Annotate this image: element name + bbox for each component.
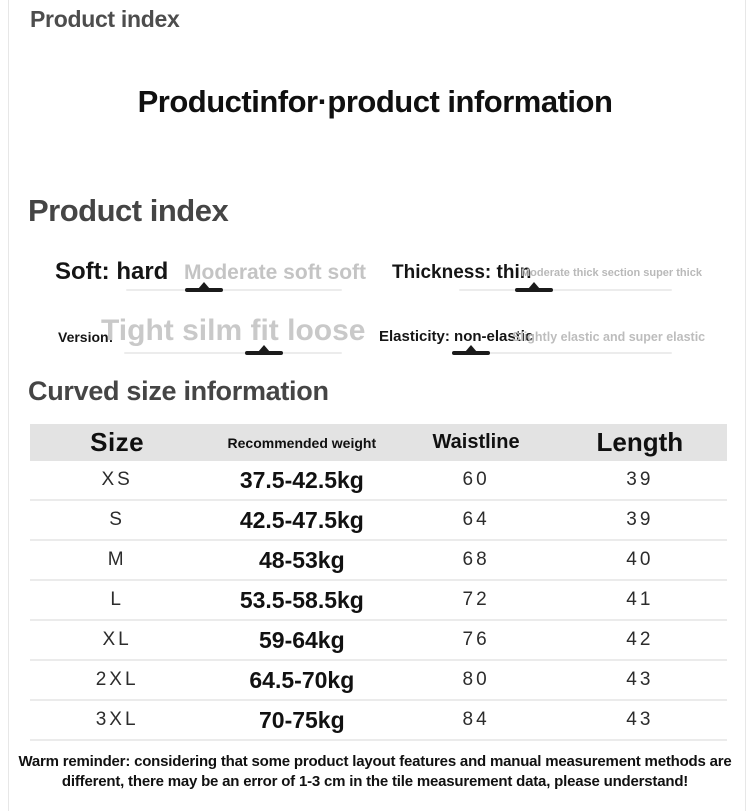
cell-length: 41	[626, 589, 654, 610]
cell-length: 43	[626, 669, 654, 690]
cell-size: XS	[101, 469, 133, 490]
cell-waistline: 68	[462, 549, 490, 570]
triangle-up-icon	[527, 282, 540, 289]
page-right-border	[745, 0, 746, 811]
size-table: Size Recommended weight Waistline Length…	[30, 424, 727, 741]
cell-weight: 42.5-47.5kg	[239, 506, 364, 533]
header-length: Length	[596, 427, 684, 457]
table-row: S 42.5-47.5kg 64 39	[30, 501, 727, 541]
marker-bar	[452, 351, 491, 355]
cell-weight: 37.5-42.5kg	[239, 466, 364, 493]
cell-length: 43	[626, 709, 654, 730]
cell-size: S	[109, 509, 125, 530]
header-waistline: Waistline	[432, 431, 520, 453]
cell-waistline: 60	[462, 469, 490, 490]
table-row: 2XL 64.5-70kg 80 43	[30, 661, 727, 701]
cell-weight: 59-64kg	[258, 626, 345, 653]
softness-slider-track	[126, 282, 342, 292]
version-slider-track	[124, 345, 342, 355]
marker-bar	[184, 288, 223, 292]
cell-waistline: 80	[462, 669, 490, 690]
cell-length: 39	[626, 509, 654, 530]
cell-length: 39	[626, 469, 654, 490]
softness-slider-marker	[184, 282, 223, 292]
cell-weight: 48-53kg	[258, 546, 345, 573]
version-slider-marker	[244, 345, 283, 355]
softness-scale-text: Moderate soft soft	[184, 261, 367, 284]
size-table-header-row: Size Recommended weight Waistline Length	[30, 424, 727, 461]
cell-weight: 53.5-58.5kg	[239, 586, 364, 613]
elasticity-label: Elasticity: non-elastic	[379, 328, 534, 345]
version-scale-text: Tight silm fit loose	[101, 314, 366, 347]
page-left-border	[8, 0, 9, 811]
softness-label: Soft: hard	[55, 258, 169, 285]
table-row: XS 37.5-42.5kg 60 39	[30, 461, 727, 501]
warm-reminder: Warm reminder: considering that some pro…	[0, 752, 750, 791]
table-row: 3XL 70-75kg 84 43	[30, 701, 727, 741]
reminder-line-1: Warm reminder: considering that some pro…	[18, 753, 732, 770]
cell-weight: 70-75kg	[258, 706, 345, 733]
version-label: Version:	[58, 329, 114, 345]
cell-size: XL	[102, 629, 132, 650]
triangle-up-icon	[257, 345, 270, 352]
thickness-scale-text: Moderate thick section super thick	[521, 267, 702, 279]
curved-size-heading: Curved size information	[28, 376, 329, 406]
cell-length: 40	[626, 549, 654, 570]
page-title: Productinfor·product information	[137, 84, 613, 119]
top-product-index-label: Product index	[30, 6, 180, 32]
table-row: M 48-53kg 68 40	[30, 541, 727, 581]
marker-bar	[244, 351, 283, 355]
cell-size: 2XL	[95, 669, 139, 690]
table-row: XL 59-64kg 76 42	[30, 621, 727, 661]
cell-length: 42	[626, 629, 654, 650]
thickness-slider-marker	[514, 282, 553, 292]
product-index-heading: Product index	[28, 193, 229, 228]
cell-waistline: 72	[462, 589, 490, 610]
thickness-slider-track	[459, 282, 672, 292]
elasticity-scale-text: Slightly elastic and super elastic	[512, 330, 706, 344]
triangle-up-icon	[197, 282, 210, 289]
reminder-line-2: different, there may be an error of 1-3 …	[61, 772, 689, 790]
header-size: Size	[90, 427, 145, 457]
elasticity-slider-marker	[452, 345, 491, 355]
cell-size: 3XL	[95, 709, 139, 730]
cell-size: M	[107, 549, 127, 570]
header-recommended-weight: Recommended weight	[227, 434, 377, 451]
cell-size: L	[110, 589, 124, 610]
table-row: L 53.5-58.5kg 72 41	[30, 581, 727, 621]
elasticity-slider-track	[452, 345, 672, 355]
marker-bar	[514, 288, 553, 292]
cell-waistline: 64	[462, 509, 490, 530]
cell-weight: 64.5-70kg	[249, 666, 355, 693]
triangle-up-icon	[465, 345, 478, 352]
thickness-label: Thickness: thin	[392, 262, 532, 283]
cell-waistline: 76	[462, 629, 490, 650]
cell-waistline: 84	[462, 709, 490, 730]
